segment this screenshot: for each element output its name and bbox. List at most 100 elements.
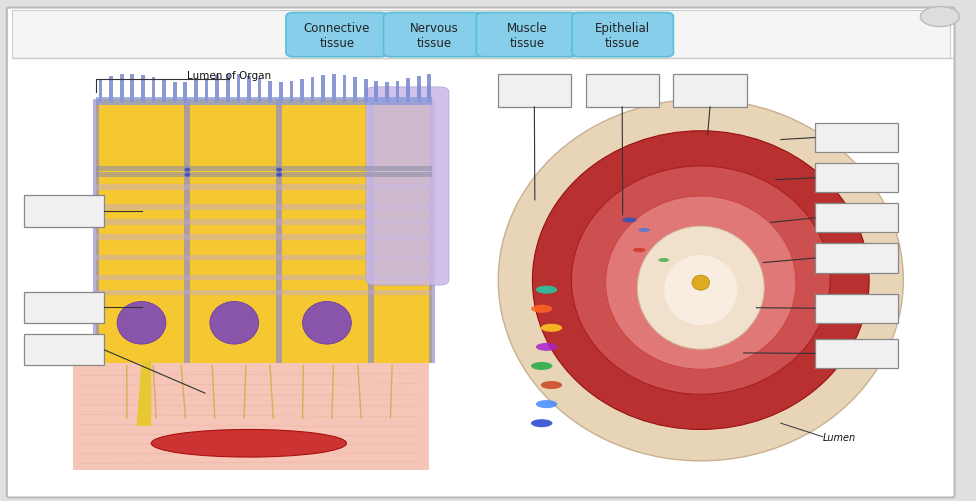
FancyBboxPatch shape	[96, 275, 432, 281]
Ellipse shape	[632, 248, 646, 253]
Ellipse shape	[184, 168, 190, 172]
Ellipse shape	[531, 362, 552, 370]
FancyBboxPatch shape	[96, 220, 432, 225]
FancyBboxPatch shape	[815, 294, 898, 323]
FancyBboxPatch shape	[301, 80, 304, 103]
Polygon shape	[137, 361, 151, 426]
FancyBboxPatch shape	[429, 100, 435, 363]
Ellipse shape	[276, 168, 282, 172]
FancyBboxPatch shape	[236, 75, 240, 103]
Text: Lumen: Lumen	[823, 432, 856, 442]
FancyBboxPatch shape	[366, 88, 449, 286]
FancyBboxPatch shape	[427, 75, 431, 103]
FancyBboxPatch shape	[815, 204, 898, 233]
FancyBboxPatch shape	[96, 100, 432, 363]
FancyBboxPatch shape	[276, 100, 282, 363]
Ellipse shape	[531, 305, 552, 313]
FancyBboxPatch shape	[279, 83, 283, 103]
FancyBboxPatch shape	[162, 81, 166, 103]
FancyBboxPatch shape	[93, 100, 99, 363]
Ellipse shape	[536, 400, 557, 408]
FancyBboxPatch shape	[96, 98, 432, 106]
FancyBboxPatch shape	[7, 9, 955, 497]
Text: Nervous
tissue: Nervous tissue	[410, 22, 459, 50]
FancyBboxPatch shape	[96, 290, 432, 296]
FancyBboxPatch shape	[384, 14, 485, 58]
FancyBboxPatch shape	[406, 79, 410, 103]
Ellipse shape	[303, 302, 351, 345]
Ellipse shape	[572, 166, 830, 395]
Ellipse shape	[692, 276, 710, 291]
Ellipse shape	[623, 218, 637, 223]
FancyBboxPatch shape	[290, 82, 293, 103]
FancyBboxPatch shape	[194, 81, 198, 103]
FancyBboxPatch shape	[364, 80, 368, 103]
FancyBboxPatch shape	[120, 75, 124, 103]
FancyBboxPatch shape	[498, 75, 571, 108]
Ellipse shape	[659, 259, 670, 263]
FancyBboxPatch shape	[24, 292, 104, 323]
Ellipse shape	[541, 381, 562, 389]
FancyBboxPatch shape	[96, 173, 432, 178]
Ellipse shape	[531, 419, 552, 427]
FancyBboxPatch shape	[572, 14, 673, 58]
Ellipse shape	[664, 256, 738, 326]
Text: Lumen of Organ: Lumen of Organ	[187, 71, 271, 81]
Ellipse shape	[541, 324, 562, 332]
FancyBboxPatch shape	[247, 77, 251, 103]
FancyBboxPatch shape	[258, 79, 262, 103]
FancyBboxPatch shape	[310, 78, 314, 103]
FancyBboxPatch shape	[286, 14, 387, 58]
FancyBboxPatch shape	[184, 100, 190, 363]
FancyBboxPatch shape	[375, 82, 378, 103]
Ellipse shape	[638, 228, 650, 232]
Ellipse shape	[151, 429, 346, 457]
FancyBboxPatch shape	[386, 83, 388, 103]
Circle shape	[920, 8, 959, 28]
Ellipse shape	[276, 173, 282, 177]
FancyBboxPatch shape	[225, 75, 229, 103]
Ellipse shape	[117, 302, 166, 345]
Ellipse shape	[184, 173, 190, 177]
Ellipse shape	[605, 196, 796, 370]
FancyBboxPatch shape	[96, 255, 432, 261]
FancyBboxPatch shape	[321, 76, 325, 103]
FancyBboxPatch shape	[96, 185, 432, 190]
FancyBboxPatch shape	[96, 205, 432, 210]
Text: Connective
tissue: Connective tissue	[304, 22, 370, 50]
FancyBboxPatch shape	[205, 79, 209, 103]
FancyBboxPatch shape	[99, 80, 102, 103]
FancyBboxPatch shape	[24, 335, 104, 366]
Ellipse shape	[210, 302, 259, 345]
Ellipse shape	[536, 286, 557, 294]
FancyBboxPatch shape	[395, 82, 399, 103]
FancyBboxPatch shape	[586, 75, 659, 108]
FancyBboxPatch shape	[268, 82, 272, 103]
Ellipse shape	[532, 132, 870, 429]
Ellipse shape	[536, 343, 557, 351]
FancyBboxPatch shape	[183, 83, 187, 103]
Text: Muscle
tissue: Muscle tissue	[507, 22, 548, 50]
FancyBboxPatch shape	[476, 14, 578, 58]
FancyBboxPatch shape	[332, 75, 336, 103]
FancyBboxPatch shape	[24, 195, 104, 228]
FancyBboxPatch shape	[815, 339, 898, 368]
FancyBboxPatch shape	[815, 164, 898, 193]
FancyBboxPatch shape	[173, 82, 177, 103]
FancyBboxPatch shape	[141, 76, 144, 103]
FancyBboxPatch shape	[815, 124, 898, 153]
FancyBboxPatch shape	[815, 244, 898, 273]
Text: Epithelial
tissue: Epithelial tissue	[595, 22, 650, 50]
FancyBboxPatch shape	[343, 76, 346, 103]
FancyBboxPatch shape	[12, 11, 950, 59]
FancyBboxPatch shape	[353, 78, 357, 103]
FancyBboxPatch shape	[673, 75, 747, 108]
FancyBboxPatch shape	[96, 235, 432, 240]
Ellipse shape	[637, 226, 764, 350]
FancyBboxPatch shape	[109, 77, 113, 103]
FancyBboxPatch shape	[73, 362, 429, 470]
FancyBboxPatch shape	[417, 77, 421, 103]
FancyBboxPatch shape	[368, 100, 374, 363]
FancyBboxPatch shape	[131, 75, 134, 103]
FancyBboxPatch shape	[216, 76, 219, 103]
